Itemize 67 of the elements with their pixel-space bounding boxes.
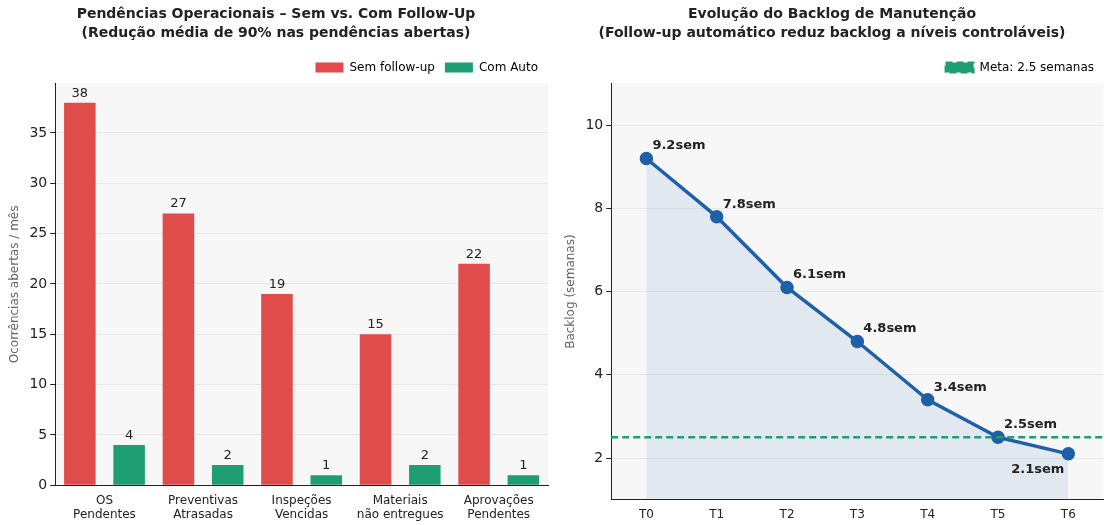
- data-label: 2.5sem: [1004, 416, 1058, 432]
- x-tick-label: T4: [919, 506, 936, 521]
- bar: [162, 213, 195, 485]
- x-tick-label: Inspeções Vencidas: [271, 492, 332, 521]
- legend-label: Sem follow-up: [349, 59, 435, 74]
- y-tick-label: 30: [29, 173, 48, 190]
- y-tick-label: 20: [29, 274, 48, 291]
- y-tick-label: 25: [29, 224, 48, 241]
- y-tick-label: 10: [585, 115, 604, 132]
- bar: [409, 465, 441, 485]
- bar: [64, 102, 96, 485]
- data-label: 2: [223, 446, 232, 462]
- data-label: 15: [367, 316, 384, 332]
- data-label: 27: [170, 195, 187, 211]
- x-tick-label: OS Pendentes: [73, 492, 136, 521]
- data-label: 22: [465, 245, 483, 261]
- data-label: 1: [519, 457, 528, 473]
- point: [1061, 447, 1076, 461]
- bar: [458, 263, 490, 485]
- bar: [310, 475, 343, 485]
- y-axis-title: Backlog (semanas): [563, 234, 578, 349]
- x-tick-label: Preventivas Atrasadas: [168, 492, 239, 521]
- y-tick-label: 6: [594, 282, 604, 299]
- y-axis-title: Ocorrências abertas / mês: [7, 205, 22, 364]
- point: [709, 209, 724, 224]
- data-label: 2.1sem: [1011, 460, 1065, 476]
- x-tick-label: T3: [848, 506, 865, 521]
- x-tick-label: T6: [1059, 506, 1076, 521]
- bar: [211, 465, 244, 485]
- y-tick-label: 10: [29, 375, 48, 392]
- y-tick-label: 2: [594, 448, 604, 465]
- y-tick-label: 5: [38, 425, 48, 442]
- point: [780, 280, 794, 295]
- y-tick-label: 15: [29, 324, 48, 341]
- x-tick-label: T1: [708, 506, 725, 521]
- legend-label: Com Auto: [478, 59, 539, 74]
- x-tick-label: T5: [989, 506, 1006, 521]
- y-tick-label: 4: [594, 365, 604, 382]
- data-label: 6.1sem: [793, 266, 847, 282]
- x-tick-label: Materiais não entregues: [356, 492, 444, 521]
- data-label: 1: [322, 457, 331, 473]
- chart-subtitle: (Redução média de 90% nas pendências abertas): [81, 23, 471, 40]
- point: [850, 334, 865, 349]
- data-label: 9.2sem: [652, 137, 706, 153]
- x-tick-label: T0: [637, 506, 654, 521]
- x-tick-label: T2: [778, 506, 795, 521]
- point: [639, 151, 654, 166]
- data-label: 4: [124, 426, 134, 442]
- data-label: 2: [420, 446, 429, 462]
- y-tick-label: 0: [38, 475, 48, 492]
- data-label: 7.8sem: [722, 195, 776, 211]
- data-label: 4.8sem: [863, 320, 917, 336]
- y-tick-label: 35: [29, 123, 48, 140]
- x-tick-label: Aprovações Pendentes: [463, 492, 534, 521]
- bar: [359, 334, 392, 485]
- data-label: 38: [71, 84, 89, 100]
- data-label: 3.4sem: [933, 378, 987, 394]
- data-label: 19: [268, 275, 286, 291]
- chart-subtitle: (Follow-up automático reduz backlog a níveis controláveis): [598, 23, 1066, 40]
- bar: [261, 293, 293, 485]
- bar: [507, 475, 540, 485]
- y-tick-label: 8: [594, 199, 604, 216]
- legend-label: Meta: 2.5 semanas: [979, 59, 1095, 74]
- point: [920, 393, 935, 407]
- bar: [113, 444, 145, 485]
- chart-title: Pendências Operacionais – Sem vs. Com Follow-Up: [76, 5, 476, 22]
- chart-title: Evolução do Backlog de Manutenção: [687, 5, 977, 22]
